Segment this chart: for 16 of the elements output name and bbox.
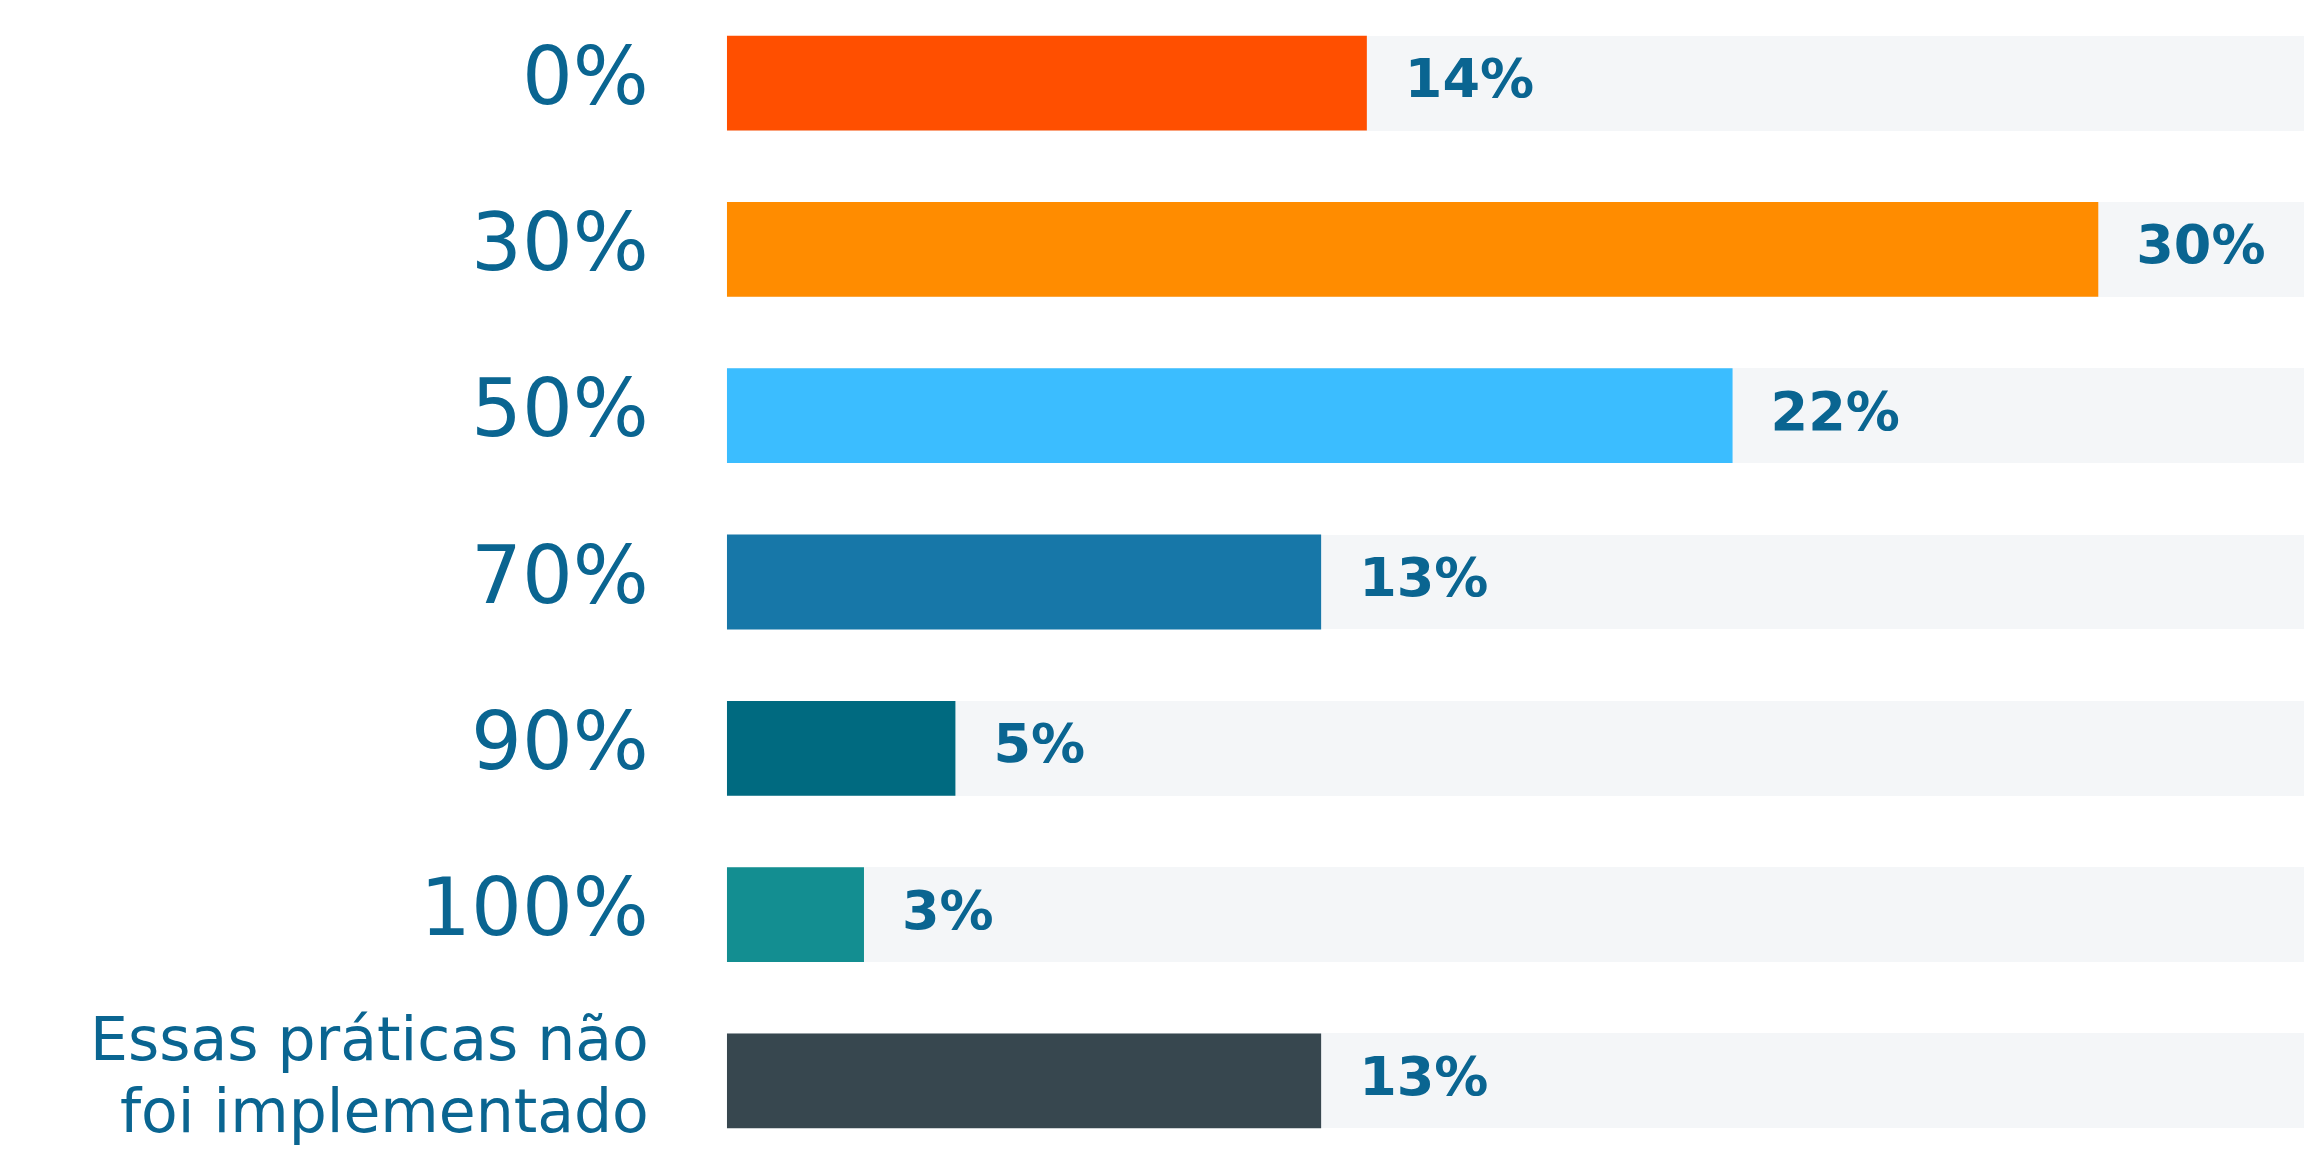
data-label: 30%	[2136, 213, 2266, 277]
y-tick-label: 50%	[471, 362, 649, 456]
y-tick-label: Essas práticas não foi implementado	[89, 1004, 649, 1147]
data-label: 13%	[1359, 1044, 1489, 1108]
y-tick-label: 70%	[471, 528, 649, 622]
y-tick-label: 0%	[521, 29, 649, 123]
y-tick-label: 90%	[471, 695, 649, 789]
data-label: 14%	[1404, 47, 1535, 111]
data-label: 22%	[1770, 379, 1900, 443]
data-label: 5%	[993, 712, 1086, 776]
data-label: 3%	[901, 878, 994, 942]
data-label: 13%	[1359, 546, 1489, 610]
y-tick-label: 100%	[420, 861, 649, 955]
bar	[726, 867, 864, 962]
y-tick-label: 30%	[471, 196, 649, 290]
bar	[726, 700, 956, 796]
